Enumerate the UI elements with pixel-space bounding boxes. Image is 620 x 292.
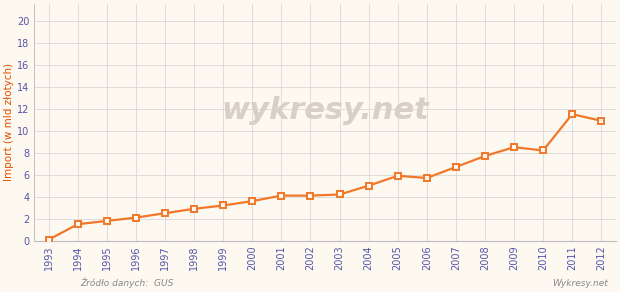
Y-axis label: Import (w mld złotych): Import (w mld złotych) (4, 63, 14, 182)
Text: wykresy.net: wykresy.net (221, 96, 429, 125)
Text: Wykresy.net: Wykresy.net (552, 279, 608, 288)
Text: Źródło danych:  GUS: Źródło danych: GUS (81, 277, 174, 288)
